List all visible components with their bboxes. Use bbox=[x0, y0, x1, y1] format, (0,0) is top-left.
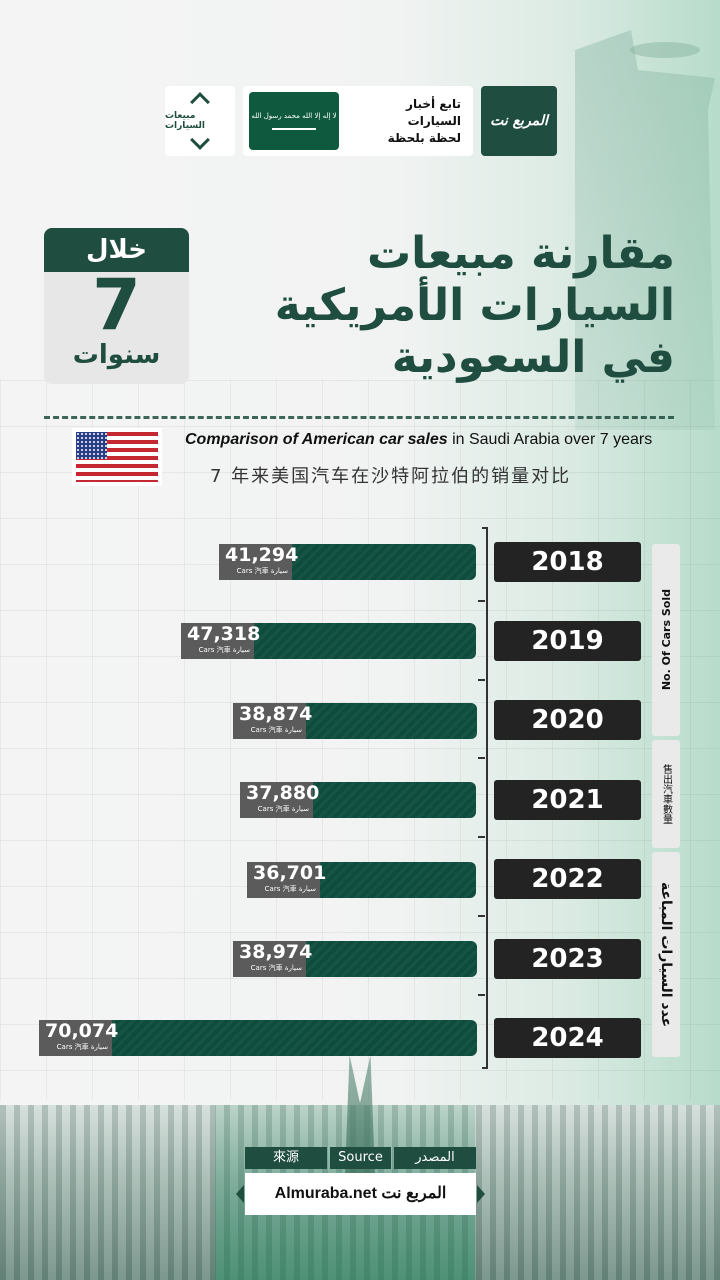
axis-label-english: No. Of Cars Sold bbox=[652, 544, 680, 736]
bar-row-2021: 37,880 Cars 汽車 سيارة bbox=[240, 782, 476, 818]
bar-row-2024: 70,074 Cars 汽車 سيارة bbox=[39, 1020, 477, 1056]
page-title: مقارنة مبيعات السيارات الأمريكية في السع… bbox=[200, 228, 675, 384]
bar-row-2019: 47,318 Cars 汽車 سيارة bbox=[181, 623, 476, 659]
seven-years-badge: خلال 7 سنوات bbox=[44, 228, 189, 384]
bar-row-2023: 38,974 Cars 汽車 سيارة bbox=[233, 941, 477, 977]
bar-row-2022: 36,701 Cars 汽車 سيارة bbox=[247, 862, 476, 898]
follow-news-panel: لا إله إلا الله محمد رسول الله تابع أخبا… bbox=[243, 86, 473, 156]
source-label-chinese: 來源 bbox=[245, 1147, 327, 1169]
subtitle-english-rest: in Saudi Arabia over 7 years bbox=[447, 431, 653, 448]
subtitle-english: Comparison of American car sales in Saud… bbox=[185, 431, 652, 449]
year-badge-2018: 2018 bbox=[494, 542, 641, 582]
axis-label-chinese-text: 售出汽車數量 bbox=[660, 764, 672, 824]
us-flag-icon bbox=[72, 428, 162, 486]
bar-value: 70,074 bbox=[45, 1020, 119, 1042]
background-grid bbox=[0, 380, 720, 1100]
axis-tick bbox=[478, 600, 485, 602]
bar-value: 38,874 bbox=[239, 703, 313, 725]
almuraba-logo[interactable]: المربع نت bbox=[481, 86, 557, 156]
follow-line-3: لحظة بلحظة bbox=[387, 130, 461, 145]
title-line-3: في السعودية bbox=[391, 332, 675, 383]
subtitle-chinese: 7 年来美国汽车在沙特阿拉伯的销量对比 bbox=[210, 466, 572, 487]
bar-2023[interactable] bbox=[306, 941, 477, 977]
axis-label-english-text: No. Of Cars Sold bbox=[659, 589, 673, 691]
bar-unit: Cars 汽車 سيارة bbox=[198, 646, 250, 654]
background-tower bbox=[575, 30, 715, 430]
axis-tick bbox=[478, 757, 485, 759]
source-link[interactable]: Almuraba.net المربع نت bbox=[245, 1173, 476, 1215]
background-tower-top bbox=[630, 42, 700, 58]
source-label-arabic: المصدر bbox=[394, 1147, 476, 1169]
axis-label-chinese: 售出汽車數量 bbox=[652, 740, 680, 848]
axis-label-arabic: عدد السيارات المباعة bbox=[652, 852, 680, 1057]
follow-line-2: السيارات bbox=[407, 113, 461, 128]
follow-line-1: تابع أخبار bbox=[406, 96, 461, 111]
year-badge-2019: 2019 bbox=[494, 621, 641, 661]
bar-2022[interactable] bbox=[320, 862, 476, 898]
bar-row-2018: 41,294 Cars 汽車 سيارة bbox=[219, 544, 476, 580]
bar-unit: Cars 汽車 سيارة bbox=[250, 964, 302, 972]
bar-value-label: 38,974 Cars 汽車 سيارة bbox=[233, 941, 313, 977]
badge-top-label: خلال bbox=[44, 228, 189, 272]
source-header: 來源 Source المصدر bbox=[245, 1147, 476, 1169]
bar-2021[interactable] bbox=[313, 782, 476, 818]
saudi-flag-icon: لا إله إلا الله محمد رسول الله bbox=[249, 92, 339, 150]
source-arrow-right-icon bbox=[477, 1185, 485, 1203]
bar-row-2020: 38,874 Cars 汽車 سيارة bbox=[233, 703, 477, 739]
year-badge-2022: 2022 bbox=[494, 859, 641, 899]
bar-unit: Cars 汽車 سيارة bbox=[250, 726, 302, 734]
badge-number: 7 bbox=[92, 264, 141, 346]
dashed-divider bbox=[44, 416, 674, 419]
axis-label-arabic-text: عدد السيارات المباعة bbox=[658, 881, 674, 1028]
year-badge-2023: 2023 bbox=[494, 939, 641, 979]
brand-label: المربع نت bbox=[490, 113, 548, 129]
title-line-2: السيارات الأمريكية bbox=[274, 280, 675, 331]
bar-2019[interactable] bbox=[254, 623, 476, 659]
sword-icon bbox=[272, 128, 316, 130]
bar-value-label: 37,880 Cars 汽車 سيارة bbox=[240, 782, 320, 818]
badge-bottom-label: سنوات bbox=[72, 340, 161, 370]
follow-text: تابع أخبار السيارات لحظة بلحظة bbox=[388, 96, 467, 147]
bar-value-label: 70,074 Cars 汽車 سيارة bbox=[39, 1020, 119, 1056]
title-line-1: مقارنة مبيعات bbox=[366, 228, 675, 279]
bar-value: 47,318 bbox=[187, 623, 261, 645]
axis-tick bbox=[478, 679, 485, 681]
axis-tick bbox=[478, 994, 485, 996]
bar-value-label: 47,318 Cars 汽車 سيارة bbox=[181, 623, 261, 659]
bar-value: 38,974 bbox=[239, 941, 313, 963]
year-badge-2024: 2024 bbox=[494, 1018, 641, 1058]
year-badge-2020: 2020 bbox=[494, 700, 641, 740]
car-sales-logo[interactable]: مبيعات السيارات bbox=[165, 86, 235, 156]
car-sales-label: مبيعات السيارات bbox=[165, 111, 205, 131]
bar-value-label: 38,874 Cars 汽車 سيارة bbox=[233, 703, 313, 739]
bar-unit: Cars 汽車 سيارة bbox=[236, 567, 288, 575]
shahada-text: لا إله إلا الله محمد رسول الله bbox=[251, 112, 337, 120]
chevron-down-icon bbox=[190, 130, 210, 150]
source-arrow-left-icon bbox=[236, 1185, 244, 1203]
bar-2018[interactable] bbox=[292, 544, 476, 580]
bar-unit: Cars 汽車 سيارة bbox=[56, 1043, 108, 1051]
bar-unit: Cars 汽車 سيارة bbox=[264, 885, 316, 893]
source-label-english: Source bbox=[330, 1147, 391, 1169]
year-badge-2021: 2021 bbox=[494, 780, 641, 820]
bar-value: 41,294 bbox=[225, 544, 299, 566]
axis-tick bbox=[478, 836, 485, 838]
bar-value-label: 41,294 Cars 汽車 سيارة bbox=[219, 544, 299, 580]
chevron-up-icon bbox=[190, 92, 210, 112]
bar-value: 37,880 bbox=[246, 782, 320, 804]
subtitle-english-bold: Comparison of American car sales bbox=[185, 431, 448, 448]
bar-value-label: 36,701 Cars 汽車 سيارة bbox=[247, 862, 327, 898]
bar-2020[interactable] bbox=[306, 703, 477, 739]
bar-unit: Cars 汽車 سيارة bbox=[257, 805, 309, 813]
axis-tick bbox=[478, 915, 485, 917]
header-logos: مبيعات السيارات لا إله إلا الله محمد رسو… bbox=[165, 86, 557, 156]
bar-value: 36,701 bbox=[253, 862, 327, 884]
bar-2024[interactable] bbox=[112, 1020, 477, 1056]
chart-axis-bracket bbox=[482, 527, 488, 1069]
